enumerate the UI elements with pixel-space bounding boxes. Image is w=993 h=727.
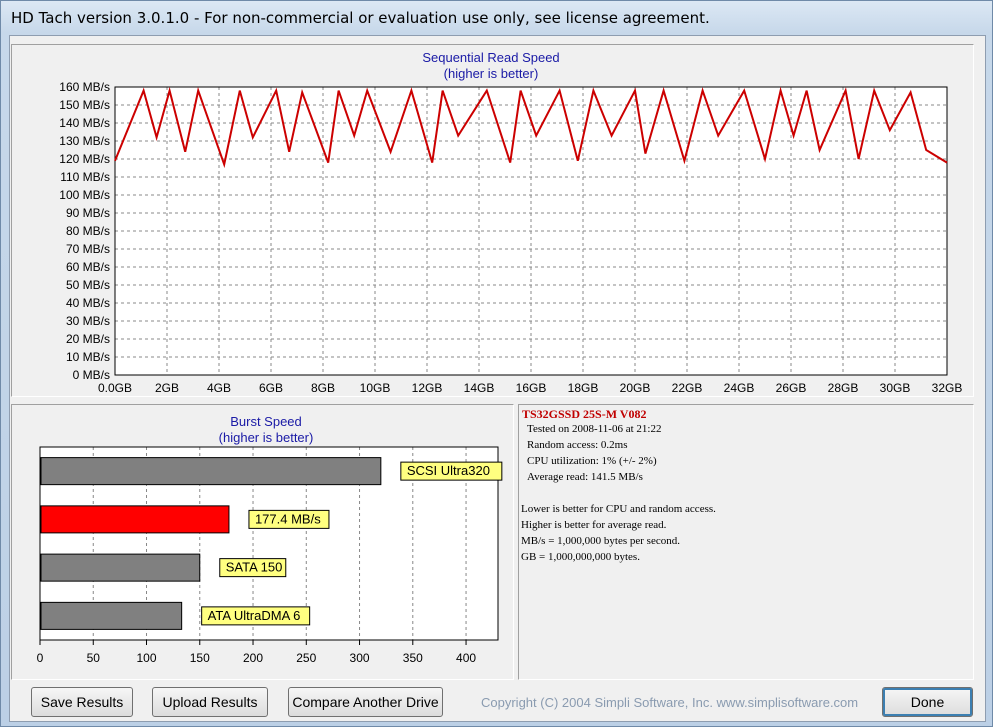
title-bar[interactable]: HD Tach version 3.0.1.0 - For non-commer… [1,1,993,35]
y-tick-label: 60 MB/s [66,260,110,274]
x-tick-label: 200 [243,651,263,665]
info-line: Lower is better for CPU and random acces… [521,503,716,515]
x-tick-label: 250 [296,651,316,665]
x-tick-label: 14GB [464,381,495,395]
x-tick-label: 0 [37,651,44,665]
bar-label: 177.4 MB/s [255,511,321,526]
info-line: Average read: 141.5 MB/s [527,471,643,483]
sequential-subtitle: (higher is better) [443,66,539,81]
x-tick-label: 6GB [259,381,283,395]
info-line: CPU utilization: 1% (+/- 2%) [527,455,657,467]
x-tick-label: 30GB [880,381,911,395]
x-tick-label: 0.0GB [98,381,132,395]
y-tick-label: 80 MB/s [66,224,110,238]
burst-bar [40,601,183,630]
y-tick-label: 10 MB/s [66,350,110,364]
x-tick-label: 28GB [828,381,859,395]
plot-border [114,86,948,376]
burst-bar [40,457,382,486]
info-line: GB = 1,000,000,000 bytes. [521,551,640,563]
sequential-read-chart: 0 MB/s 10 MB/s 20 MB/s 30 MB/s 40 MB/s 50 MB/… [59,80,963,395]
x-tick-label: 8GB [311,381,335,395]
x-tick-label: 400 [456,651,476,665]
y-tick-label: 100 MB/s [59,188,110,202]
bar-label-box [248,509,330,529]
save-results-button[interactable]: Save Results [31,687,133,717]
upload-results-button[interactable]: Upload Results [152,687,268,717]
window-title: HD Tach version 3.0.1.0 - For non-commer… [11,9,710,27]
y-tick-label: 120 MB/s [59,152,110,166]
x-tick-label: 50 [87,651,101,665]
x-tick-label: 32GB [932,381,963,395]
x-tick-label: 16GB [516,381,547,395]
burst-title: Burst Speed [230,414,302,429]
x-tick-label: 18GB [568,381,599,395]
burst-subtitle: (higher is better) [218,430,314,445]
x-tick-label: 24GB [724,381,755,395]
y-tick-label: 130 MB/s [59,134,110,148]
y-tick-label: 150 MB/s [59,98,110,112]
y-tick-label: 160 MB/s [59,80,110,94]
y-tick-label: 70 MB/s [66,242,110,256]
burst-speed-panel: 0 50 100 150 200 250 300 350 400 SCSI Ultra320 177… [11,404,514,680]
x-tick-label: 10GB [360,381,391,395]
info-line: Higher is better for average read. [521,519,667,531]
bar-label: ATA UltraDMA 6 [208,608,301,623]
bar-label-box [400,461,503,481]
results-info-panel: TS32GSSD 25S-M V082 Tested on 2008-11-06… [518,404,974,680]
y-tick-label: 140 MB/s [59,116,110,130]
x-tick-label: 12GB [412,381,443,395]
y-tick-label: 0 MB/s [73,368,110,382]
drive-model: TS32GSSD 25S-M V082 [522,407,647,421]
burst-speed-chart: 0 50 100 150 200 250 300 350 400 SCSI Ultra320 177… [37,446,503,665]
burst-bar [40,553,201,582]
y-tick-label: 40 MB/s [66,296,110,310]
copyright-text: Copyright (C) 2004 Simpli Software, Inc.… [481,695,859,710]
x-tick-label: 20GB [620,381,651,395]
sequential-title: Sequential Read Speed [422,50,560,65]
x-tick-label: 26GB [776,381,807,395]
y-tick-label: 20 MB/s [66,332,110,346]
y-tick-label: 110 MB/s [60,170,110,184]
y-tick-label: 50 MB/s [66,278,110,292]
x-tick-label: 300 [350,651,370,665]
x-tick-label: 350 [403,651,423,665]
plot-border [39,446,499,641]
info-line: MB/s = 1,000,000 bytes per second. [521,535,680,547]
x-tick-label: 100 [136,651,156,665]
info-line: Random access: 0.2ms [527,439,628,451]
compare-another-drive-button[interactable]: Compare Another Drive [288,687,443,717]
sequential-read-panel: 0 MB/s 10 MB/s 20 MB/s 30 MB/s 40 MB/s 50 MB/… [11,44,974,397]
read-speed-line [114,86,948,169]
bar-label-box [219,558,287,578]
bar-label: SATA 150 [226,560,283,575]
x-tick-label: 150 [190,651,210,665]
info-line: Tested on 2008-11-06 at 21:22 [527,423,662,435]
y-tick-label: 90 MB/s [66,206,110,220]
bar-label: SCSI Ultra320 [407,463,490,478]
done-button[interactable]: Done [882,687,973,717]
burst-bar [40,505,230,534]
y-tick-label: 30 MB/s [66,314,110,328]
x-tick-label: 22GB [672,381,703,395]
bar-label-box [201,606,311,626]
x-tick-label: 2GB [155,381,179,395]
x-tick-label: 4GB [207,381,231,395]
